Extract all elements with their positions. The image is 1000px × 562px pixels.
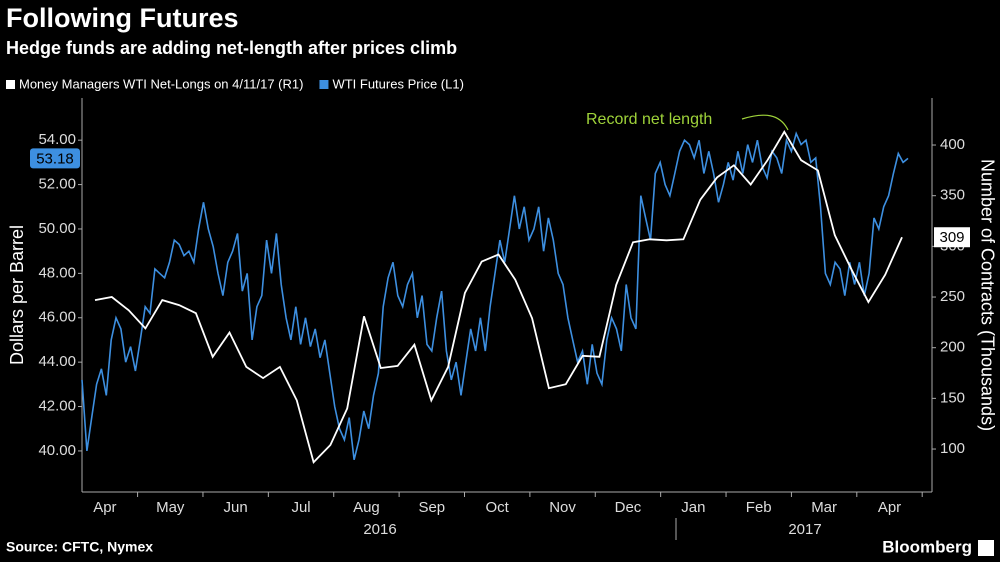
x-tick-label: Sep bbox=[418, 499, 445, 516]
legend-swatch bbox=[319, 80, 329, 89]
y-axis-label: Dollars per Barrel bbox=[7, 225, 27, 365]
chart-subtitle: Hedge funds are adding net-length after … bbox=[6, 38, 457, 58]
y-tick-label: 48.00 bbox=[38, 264, 76, 281]
annotation: Record net length bbox=[586, 111, 712, 128]
x-tick-label: Apr bbox=[93, 499, 116, 516]
x-tick-label: Jun bbox=[224, 499, 248, 516]
y-tick-label: 50.00 bbox=[38, 220, 76, 237]
source: Source: CFTC, Nymex bbox=[6, 539, 153, 555]
annotation-pointer bbox=[741, 114, 789, 131]
y-tick-label: 54.00 bbox=[38, 131, 76, 148]
legend-label: WTI Futures Price (L1) bbox=[332, 76, 463, 91]
x-tick-label: Jul bbox=[291, 499, 310, 516]
line bbox=[94, 130, 903, 464]
brand: Bloomberg bbox=[882, 537, 972, 556]
x-tick-label: Nov bbox=[549, 499, 576, 516]
legend-label: Money Managers WTI Net-Longs on 4/11/17 … bbox=[19, 76, 303, 91]
end-callout-box bbox=[30, 148, 80, 169]
y2-tick-label: 100 bbox=[940, 440, 965, 457]
y2-tick-label: 250 bbox=[940, 288, 965, 305]
y-tick-label: 46.00 bbox=[38, 309, 76, 326]
year-label: 2017 bbox=[788, 521, 821, 538]
end-callout: 309 bbox=[939, 229, 964, 246]
x-tick-label: Aug bbox=[353, 499, 380, 516]
y2-axis-label: Number of Contracts (Thousands) bbox=[977, 159, 997, 431]
x-tick-label: May bbox=[156, 499, 185, 516]
end-callout: 53.18 bbox=[36, 150, 74, 167]
end-callout-box bbox=[934, 227, 970, 248]
y-tick-label: 52.00 bbox=[38, 176, 76, 193]
y-tick-label: 40.00 bbox=[38, 442, 76, 459]
y2-tick-label: 200 bbox=[940, 339, 965, 356]
y2-tick-label: 350 bbox=[940, 187, 965, 204]
y-tick-label: 44.00 bbox=[38, 353, 76, 370]
legend-swatch bbox=[6, 80, 15, 89]
year-label: 2016 bbox=[363, 521, 396, 538]
y-tick-label: 42.00 bbox=[38, 398, 76, 415]
y2-tick-label: 150 bbox=[940, 389, 965, 406]
x-tick-label: Oct bbox=[486, 499, 510, 516]
x-tick-label: Mar bbox=[811, 499, 837, 516]
x-tick-label: Jan bbox=[681, 499, 705, 516]
line bbox=[81, 131, 909, 460]
x-tick-label: Apr bbox=[878, 499, 901, 516]
y2-tick-label: 400 bbox=[940, 136, 965, 153]
chart-title: Following Futures bbox=[6, 3, 238, 33]
x-tick-label: Feb bbox=[746, 499, 772, 516]
brand-icon bbox=[978, 540, 994, 556]
x-tick-label: Dec bbox=[615, 499, 642, 516]
